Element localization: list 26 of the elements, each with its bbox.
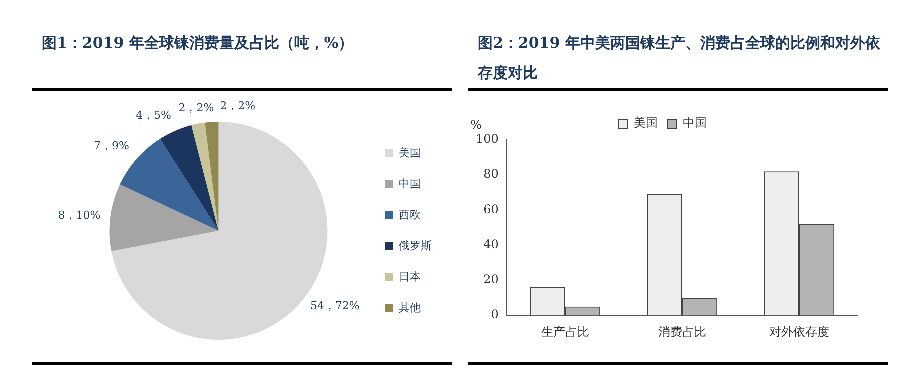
legend-label: 西欧 <box>399 208 421 222</box>
legend-label: 其他 <box>399 301 421 314</box>
y-tick-label: 60 <box>484 202 499 216</box>
x-tick-label: 生产占比 <box>541 324 590 339</box>
legend-label: 日本 <box>399 270 421 284</box>
data-label: 8，10% <box>58 208 101 222</box>
legend-label: 俄罗斯 <box>399 239 432 252</box>
x-tick-label: 对外依存度 <box>769 324 830 339</box>
legend-label: 美国 <box>399 146 421 160</box>
y-tick-label: 0 <box>491 308 499 322</box>
chart-title: 图2：2019 年中美两国铼生产、消费占全球的比例和对外依存度对比 <box>478 33 882 84</box>
legend-label: 美国 <box>634 116 658 130</box>
chart-title: 图1：2019 年全球铼消费量及占比（吨，%） <box>42 33 355 54</box>
legend-label: 中国 <box>399 177 421 190</box>
data-label: 7，9% <box>94 140 130 153</box>
y-tick-label: 20 <box>484 272 499 287</box>
legend-label: 中国 <box>683 116 707 130</box>
x-tick-label: 消费占比 <box>658 324 706 339</box>
y-axis-title: % <box>470 118 482 132</box>
data-label: 2，2% <box>178 101 214 114</box>
y-tick-label: 80 <box>484 167 499 182</box>
y-tick-label: 40 <box>484 237 499 252</box>
data-label: 54，72% <box>310 300 360 313</box>
data-label: 2，2% <box>220 100 256 113</box>
y-tick-label: 100 <box>476 132 499 146</box>
data-label: 4，5% <box>136 109 172 122</box>
